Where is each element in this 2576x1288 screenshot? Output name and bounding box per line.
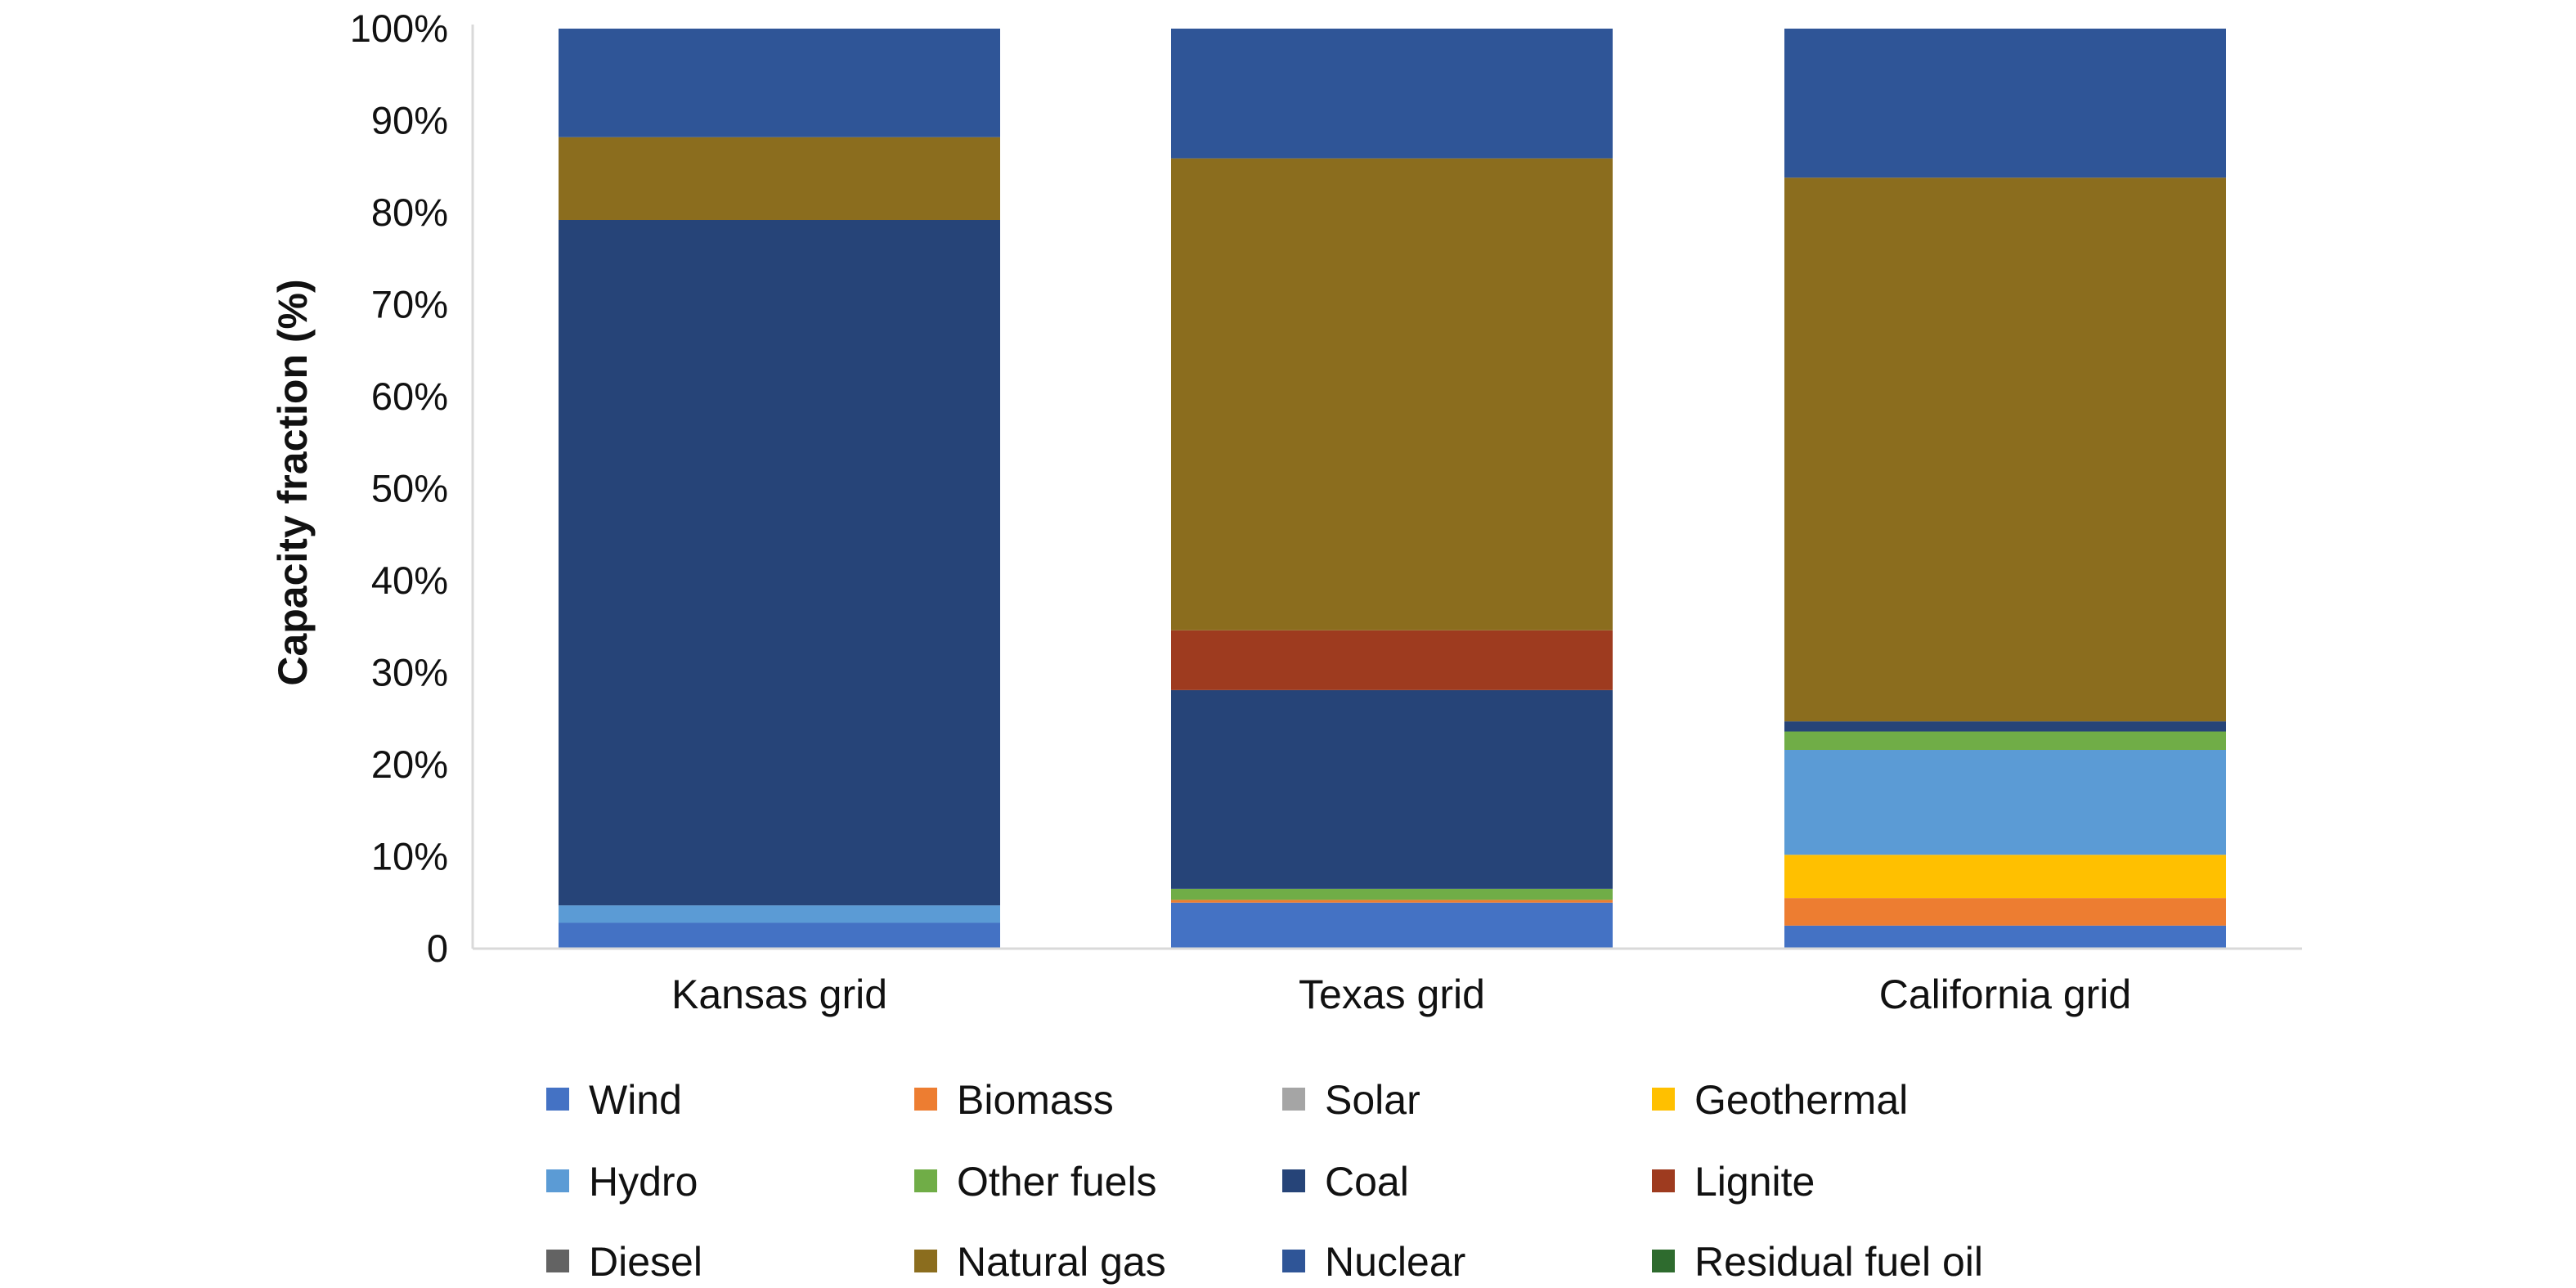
x-category-label: Texas grid	[1299, 972, 1485, 1017]
legend-swatch	[1652, 1169, 1675, 1192]
x-category-label: Kansas grid	[671, 972, 887, 1017]
legend-label: Biomass	[957, 1077, 1114, 1123]
bar-segment-kansas-grid-hydro	[559, 905, 1000, 923]
bar-segment-california-grid-geothermal	[1784, 855, 2226, 899]
y-tick-label: 60%	[371, 375, 448, 418]
bar-segment-kansas-grid-coal	[559, 220, 1000, 906]
bar-segment-california-grid-other-fuels	[1784, 731, 2226, 750]
legend-swatch	[1282, 1250, 1305, 1272]
legend-swatch	[1652, 1088, 1675, 1111]
legend-label: Coal	[1325, 1159, 1409, 1205]
y-tick-label: 10%	[371, 835, 448, 878]
x-category-label: California grid	[1879, 972, 2131, 1017]
legend-item-nuclear: Nuclear	[1282, 1239, 1465, 1285]
legend-item-hydro: Hydro	[546, 1159, 698, 1205]
legend-item-residual-fuel-oil: Residual fuel oil	[1652, 1239, 1983, 1285]
bar-segment-texas-grid-coal	[1171, 689, 1613, 889]
bar-segment-texas-grid-biomass	[1171, 900, 1613, 903]
bar-segment-texas-grid-other-fuels	[1171, 888, 1613, 900]
legend-label: Hydro	[589, 1159, 698, 1205]
bar-segment-kansas-grid-nuclear	[559, 29, 1000, 137]
y-tick-label: 80%	[371, 191, 448, 234]
legend-label: Wind	[589, 1077, 682, 1123]
legend-item-other-fuels: Other fuels	[914, 1159, 1157, 1205]
legend-swatch	[1652, 1250, 1675, 1272]
legend-swatch	[1282, 1169, 1305, 1192]
legend-label: Other fuels	[957, 1159, 1157, 1205]
legend-swatch	[914, 1088, 937, 1111]
y-axis-ticks: 0 10% 20% 30% 40% 50% 60% 70% 80% 90% 100%	[350, 7, 448, 970]
y-axis-label: Capacity fraction (%)	[270, 279, 316, 685]
y-tick-label: 70%	[371, 283, 448, 326]
y-tick-label: 40%	[371, 559, 448, 602]
legend-item-lignite: Lignite	[1652, 1159, 1815, 1205]
legend-swatch	[546, 1250, 569, 1272]
legend: Wind Biomass Solar Geothermal Hydro Other fue…	[546, 1077, 1983, 1285]
y-tick-label: 100%	[350, 7, 448, 50]
legend-label: Residual fuel oil	[1694, 1239, 1983, 1285]
legend-item-diesel: Diesel	[546, 1239, 702, 1285]
legend-label: Diesel	[589, 1239, 702, 1285]
bar-segment-kansas-grid-natural-gas	[559, 137, 1000, 220]
legend-item-wind: Wind	[546, 1077, 682, 1123]
legend-label: Nuclear	[1325, 1239, 1465, 1285]
legend-swatch	[546, 1088, 569, 1111]
bar-segment-texas-grid-natural-gas	[1171, 158, 1613, 631]
legend-item-natural-gas: Natural gas	[914, 1239, 1166, 1285]
legend-label: Lignite	[1694, 1159, 1815, 1205]
legend-swatch	[546, 1169, 569, 1192]
legend-item-coal: Coal	[1282, 1159, 1409, 1205]
bar-segment-texas-grid-lignite	[1171, 630, 1613, 690]
legend-item-geothermal: Geothermal	[1652, 1077, 1908, 1123]
bar-segment-california-grid-natural-gas	[1784, 177, 2226, 722]
legend-label: Geothermal	[1694, 1077, 1908, 1123]
bar-segment-california-grid-hydro	[1784, 750, 2226, 855]
y-tick-label: 50%	[371, 467, 448, 510]
y-tick-label: 30%	[371, 651, 448, 694]
legend-swatch	[914, 1169, 937, 1192]
legend-label: Natural gas	[957, 1239, 1166, 1285]
y-tick-label: 0	[427, 927, 448, 970]
bar-segment-texas-grid-wind	[1171, 902, 1613, 949]
legend-label: Solar	[1325, 1077, 1420, 1123]
legend-swatch	[914, 1250, 937, 1272]
bar-segment-texas-grid-nuclear	[1171, 29, 1613, 159]
bars	[559, 29, 2226, 949]
bar-segment-california-grid-wind	[1784, 925, 2226, 949]
axes	[471, 25, 2302, 950]
bar-segment-california-grid-coal	[1784, 721, 2226, 732]
bar-segment-california-grid-nuclear	[1784, 29, 2226, 178]
bar-segment-kansas-grid-wind	[559, 922, 1000, 949]
y-tick-label: 90%	[371, 99, 448, 142]
legend-item-biomass: Biomass	[914, 1077, 1114, 1123]
bar-segment-california-grid-biomass	[1784, 898, 2226, 926]
legend-item-solar: Solar	[1282, 1077, 1420, 1123]
x-axis-categories: Kansas grid Texas grid California grid	[671, 972, 2131, 1017]
legend-swatch	[1282, 1088, 1305, 1111]
y-tick-label: 20%	[371, 743, 448, 786]
